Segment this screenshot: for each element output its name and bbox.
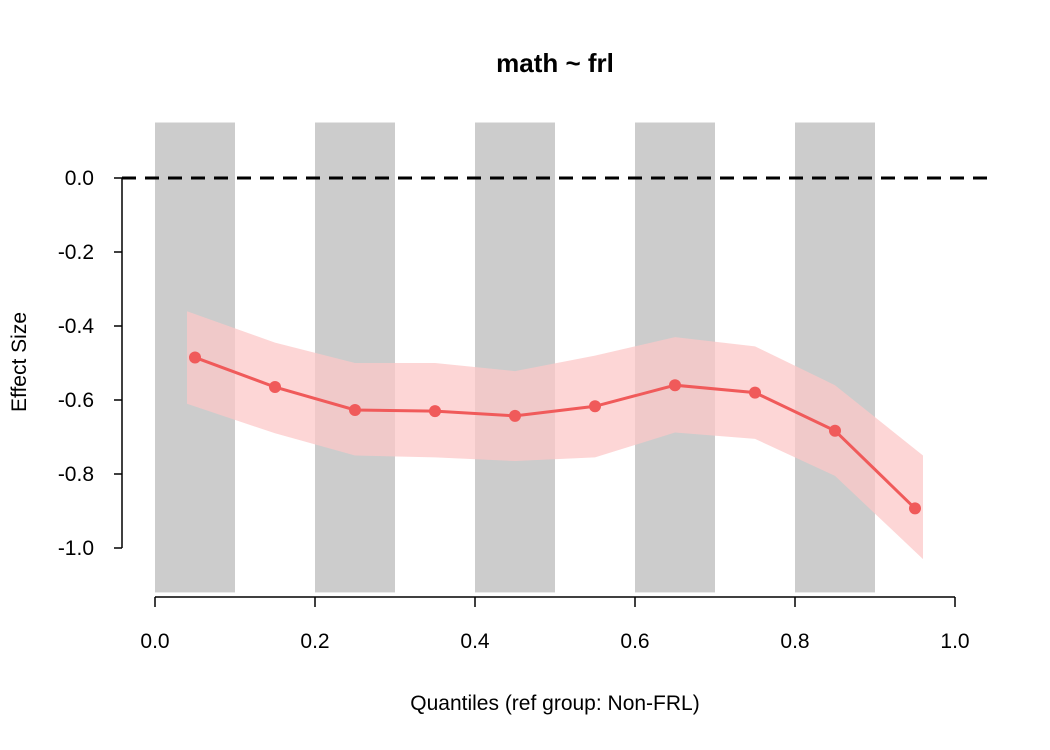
x-axis-title: Quantiles (ref group: Non-FRL): [410, 692, 699, 715]
y-tick-label-2: -0.4: [58, 315, 95, 338]
data-point-0: [189, 351, 201, 364]
x-tick-label-3: 0.6: [620, 630, 649, 653]
series-line-0: [194, 356, 917, 510]
confidence-band-0: [187, 311, 923, 560]
y-axis: 0.0 -0.2 -0.4 -0.6 -0.8 -1.0: [58, 167, 123, 560]
x-tick-label-5: 1.0: [940, 630, 969, 653]
data-point-5: [589, 400, 601, 413]
confidence-band-layer: [187, 311, 923, 560]
data-point-9: [909, 502, 921, 515]
series-layer: [189, 351, 921, 515]
y-tick-label-3: -0.6: [58, 389, 94, 412]
data-point-6: [669, 379, 681, 392]
shade-band-2: [475, 122, 555, 593]
x-tick-label-4: 0.8: [780, 630, 809, 653]
x-tick-label-2: 0.4: [460, 630, 490, 653]
y-tick-label-0: 0.0: [65, 167, 94, 190]
x-axis: 0.0 0.2 0.4 0.6 0.8 1.0: [140, 596, 970, 653]
chart-title: math ~ frl: [496, 48, 614, 78]
data-point-4: [509, 409, 521, 422]
x-tick-label-1: 0.2: [300, 630, 329, 653]
data-point-2: [349, 403, 361, 416]
data-point-3: [429, 405, 441, 418]
data-point-8: [829, 424, 841, 437]
data-point-7: [749, 386, 761, 399]
data-point-1: [269, 381, 281, 394]
y-tick-label-4: -0.8: [58, 463, 94, 486]
x-tick-label-0: 0.0: [140, 630, 169, 653]
y-axis-title: Effect Size: [8, 312, 31, 412]
quantile-shade-bands: [155, 122, 875, 593]
y-tick-label-1: -0.2: [58, 241, 94, 264]
y-tick-label-5: -1.0: [58, 537, 94, 560]
shade-band-4: [795, 122, 875, 593]
